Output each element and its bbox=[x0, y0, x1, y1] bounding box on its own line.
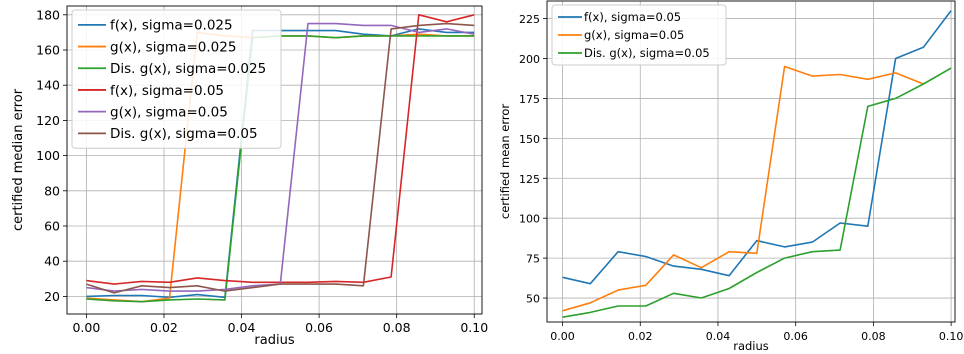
y-tick-label: 120 bbox=[36, 113, 60, 128]
y-tick-label: 80 bbox=[44, 183, 60, 198]
x-tick-label: 0.06 bbox=[783, 330, 808, 343]
x-axis-label: radius bbox=[733, 339, 769, 353]
legend-label-1: f(x), sigma=0.025 bbox=[110, 18, 233, 34]
series-line-1 bbox=[562, 10, 952, 285]
y-axis-label: certified median error bbox=[11, 88, 26, 231]
x-tick-label: 0.00 bbox=[72, 320, 100, 335]
y-tick-label: 60 bbox=[44, 219, 60, 234]
x-tick-label: 0.10 bbox=[939, 330, 964, 343]
legend-label-1: f(x), sigma=0.05 bbox=[584, 10, 681, 24]
y-tick-label: 75 bbox=[526, 253, 540, 266]
x-tick-label: 0.08 bbox=[383, 320, 411, 335]
legend-label-2: g(x), sigma=0.05 bbox=[584, 28, 684, 42]
x-axis-label: radius bbox=[254, 333, 294, 348]
x-tick-label: 0.06 bbox=[305, 320, 333, 335]
x-tick-label: 0.08 bbox=[861, 330, 886, 343]
legend-box bbox=[551, 4, 727, 66]
legend-label-2: g(x), sigma=0.025 bbox=[110, 39, 236, 55]
legend-box bbox=[71, 9, 282, 149]
x-tick-label: 0.04 bbox=[228, 320, 256, 335]
legend-label-4: f(x), sigma=0.05 bbox=[110, 83, 224, 99]
legend-label-3: Dis. g(x), sigma=0.025 bbox=[110, 61, 266, 77]
y-tick-label: 100 bbox=[519, 213, 540, 226]
x-tick-label: 0.02 bbox=[150, 320, 178, 335]
legend-label-6: Dis. g(x), sigma=0.05 bbox=[110, 126, 258, 142]
y-tick-label: 180 bbox=[36, 7, 60, 22]
plot-frame bbox=[66, 5, 483, 315]
y-axis-label: certified mean error bbox=[498, 104, 512, 219]
series-line-2 bbox=[562, 65, 924, 312]
y-tick-label: 175 bbox=[519, 93, 540, 106]
x-tick-label: 0.04 bbox=[706, 330, 731, 343]
y-tick-label: 160 bbox=[36, 43, 60, 58]
legend-label-5: g(x), sigma=0.05 bbox=[110, 105, 228, 121]
median-error-chart: 0.00 0.02 0.04 0.06 0.08 0.10 20 40 60 80 100 120 14… bbox=[11, 5, 488, 348]
y-tick-label: 200 bbox=[519, 53, 540, 66]
y-tick-label: 150 bbox=[519, 133, 540, 146]
x-tick-label: 0.10 bbox=[460, 320, 488, 335]
y-tick-label: 20 bbox=[44, 289, 60, 304]
mean-error-chart: 0.00 0.02 0.04 0.06 0.08 0.10 50 75 100 125 150 175… bbox=[498, 0, 964, 353]
legend-label-3: Dis. g(x), sigma=0.05 bbox=[584, 46, 710, 60]
y-tick-label: 140 bbox=[36, 78, 60, 93]
y-tick-label: 125 bbox=[519, 173, 540, 186]
y-tick-label: 225 bbox=[519, 13, 540, 26]
series-line-3 bbox=[562, 67, 952, 318]
y-tick-label: 50 bbox=[526, 293, 540, 306]
y-tick-label: 100 bbox=[36, 148, 60, 163]
plot-frame bbox=[546, 0, 956, 323]
y-tick-label: 40 bbox=[44, 254, 60, 269]
series-line-6 bbox=[86, 22, 475, 294]
x-tick-label: 0.00 bbox=[550, 330, 575, 343]
x-tick-label: 0.02 bbox=[628, 330, 653, 343]
